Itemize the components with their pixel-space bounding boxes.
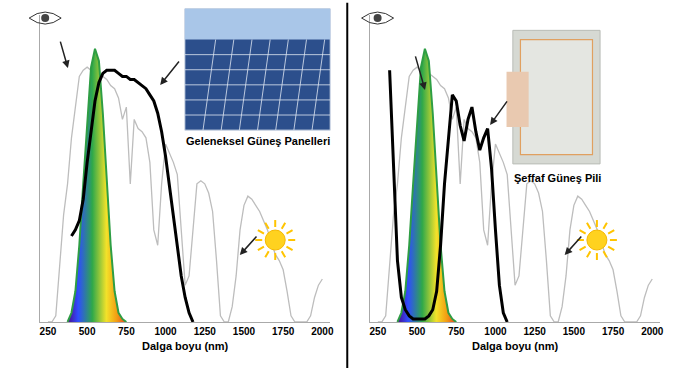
svg-text:1750: 1750 — [602, 326, 625, 337]
svg-text:250: 250 — [40, 326, 57, 337]
svg-text:750: 750 — [118, 326, 135, 337]
svg-text:Dalga boyu (nm): Dalga boyu (nm) — [142, 340, 229, 352]
svg-text:1750: 1750 — [272, 326, 295, 337]
svg-text:500: 500 — [79, 326, 96, 337]
svg-text:750: 750 — [448, 326, 465, 337]
svg-text:1000: 1000 — [154, 326, 177, 337]
svg-text:1250: 1250 — [524, 326, 547, 337]
svg-text:1500: 1500 — [563, 326, 586, 337]
svg-text:1000: 1000 — [484, 326, 507, 337]
svg-text:Dalga boyu (nm): Dalga boyu (nm) — [472, 340, 559, 352]
svg-text:Geleneksel Güneş Panelleri: Geleneksel Güneş Panelleri — [186, 135, 330, 147]
svg-text:2000: 2000 — [641, 326, 664, 337]
svg-text:500: 500 — [409, 326, 426, 337]
svg-text:2000: 2000 — [311, 326, 334, 337]
svg-text:1500: 1500 — [233, 326, 256, 337]
svg-text:Şeffaf Güneş Pili: Şeffaf Güneş Pili — [514, 172, 601, 184]
svg-text:1250: 1250 — [194, 326, 217, 337]
svg-text:250: 250 — [370, 326, 387, 337]
